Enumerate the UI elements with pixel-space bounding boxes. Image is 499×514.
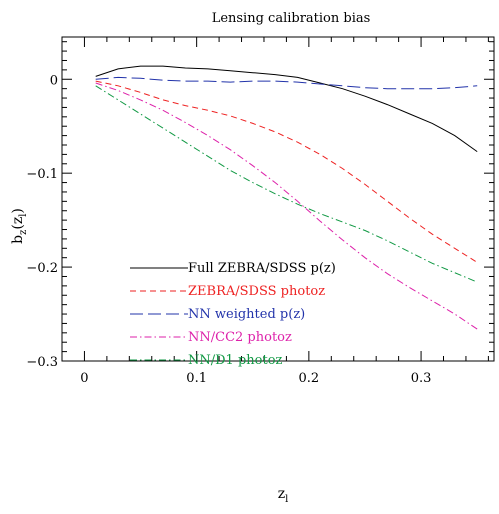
y-tick-label: −0.1: [26, 167, 58, 182]
y-tick-label: −0.2: [26, 261, 58, 276]
series-line-0: [95, 65, 478, 153]
plot-frame: [61, 36, 495, 362]
legend-label-2: NN weighted p(z): [188, 307, 305, 322]
x-tick-label: 0: [80, 371, 88, 386]
y-tick-label: −0.3: [26, 355, 58, 370]
series-line-2: [95, 76, 478, 90]
series-group: [95, 65, 478, 330]
axis-tick-labels: 0 0.1 0.2 0.3 0 −0.1 −0.2 −0.3: [26, 73, 431, 386]
series-line-3: [95, 82, 478, 330]
y-tick-label: 0: [50, 73, 58, 88]
series-line-1: [95, 80, 478, 263]
x-axis-label: zl: [278, 486, 289, 505]
legend-label-0: Full ZEBRA/SDSS p(z): [188, 261, 336, 276]
x-tick-label: 0.2: [299, 371, 320, 386]
y-axis-label: bz(zl): [10, 208, 29, 244]
series-line-4: [95, 85, 478, 283]
legend-label-1: ZEBRA/SDSS photoz: [188, 284, 325, 299]
x-tick-label: 0.3: [411, 371, 432, 386]
legend: Full ZEBRA/SDSS p(z) ZEBRA/SDSS photoz NN …: [130, 261, 336, 368]
axis-ticks: [62, 37, 494, 362]
chart-title: Lensing calibration bias: [212, 11, 371, 26]
legend-label-4: NN/D1 photoz: [188, 353, 283, 368]
legend-label-3: NN/CC2 photoz: [188, 330, 292, 345]
x-tick-label: 0.1: [186, 371, 207, 386]
